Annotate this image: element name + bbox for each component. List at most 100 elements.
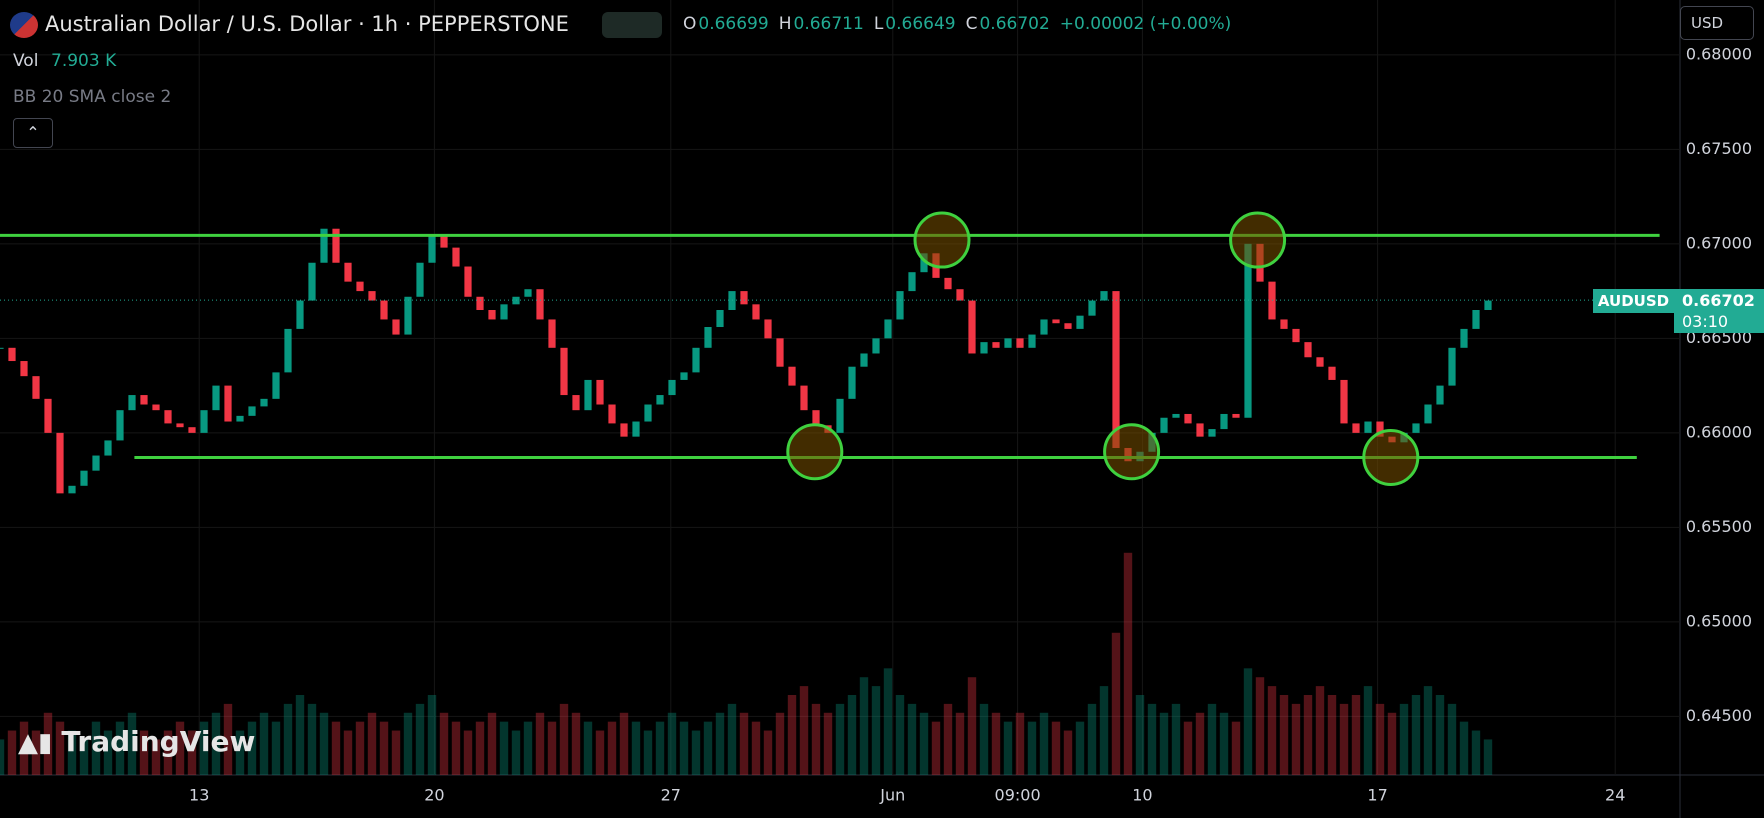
candle bbox=[680, 372, 688, 380]
candle bbox=[20, 361, 28, 377]
volume-bar bbox=[895, 695, 905, 775]
volume-bar bbox=[1327, 695, 1337, 775]
volume-bar bbox=[787, 695, 797, 775]
volume-bar bbox=[271, 721, 281, 775]
volume-bar bbox=[1147, 703, 1157, 775]
volume-bar bbox=[91, 721, 101, 775]
volume-bar bbox=[103, 730, 113, 775]
volume-bar bbox=[19, 721, 29, 775]
highlight-circle bbox=[913, 211, 971, 269]
highlight-circle bbox=[1362, 428, 1420, 486]
volume-bar bbox=[1063, 730, 1073, 775]
candle bbox=[200, 410, 208, 433]
volume-bar bbox=[1231, 721, 1241, 775]
candle bbox=[668, 379, 676, 396]
volume-bar bbox=[1267, 686, 1277, 775]
x-tick-label: 10 bbox=[1132, 786, 1152, 805]
price-tag-countdown: 03:10 bbox=[1682, 312, 1729, 331]
y-tick-label: 0.67500 bbox=[1686, 139, 1752, 158]
volume-bar bbox=[499, 721, 509, 775]
vol-label: Vol bbox=[13, 51, 39, 71]
candle bbox=[1040, 319, 1048, 335]
candle bbox=[1160, 417, 1168, 433]
candle bbox=[632, 421, 640, 437]
volume-bar bbox=[451, 721, 461, 775]
candle bbox=[464, 266, 472, 297]
candle bbox=[212, 385, 220, 411]
candle bbox=[1292, 328, 1300, 343]
volume-bar bbox=[367, 712, 377, 775]
candle bbox=[908, 272, 916, 292]
volume-bar bbox=[619, 712, 629, 775]
volume-bar bbox=[991, 712, 1001, 775]
volume-bar bbox=[1039, 712, 1049, 775]
x-tick-label: 20 bbox=[424, 786, 444, 805]
volume-bar bbox=[1123, 552, 1133, 775]
candle bbox=[260, 398, 268, 407]
candle bbox=[488, 310, 496, 320]
candle bbox=[248, 406, 256, 416]
ohlc-value: 0.66699 bbox=[698, 14, 769, 34]
volume-bar bbox=[1447, 703, 1457, 775]
symbol-title[interactable]: Australian Dollar / U.S. Dollar · 1h · P… bbox=[45, 12, 569, 36]
volume-bar bbox=[835, 703, 845, 775]
volume-bar bbox=[55, 721, 65, 775]
volume-bar bbox=[1351, 695, 1361, 775]
candle bbox=[860, 353, 868, 367]
volume-bar bbox=[31, 730, 41, 775]
volume-bar bbox=[955, 712, 965, 775]
candle bbox=[440, 234, 448, 248]
volume-bar bbox=[1027, 721, 1037, 775]
volume-bar bbox=[307, 703, 317, 775]
candle bbox=[320, 228, 328, 263]
status-badge[interactable] bbox=[602, 12, 662, 38]
candle bbox=[1484, 300, 1492, 310]
ohlc-change: +0.00002 (+0.00%) bbox=[1059, 14, 1232, 34]
candle bbox=[152, 404, 160, 411]
volume-bar bbox=[511, 730, 521, 775]
volume-bar bbox=[1207, 703, 1217, 775]
volume-bar bbox=[655, 721, 665, 775]
volume-bar bbox=[871, 686, 881, 775]
candle bbox=[644, 404, 652, 422]
volume-bar bbox=[7, 730, 17, 775]
candle bbox=[8, 347, 16, 362]
candle bbox=[56, 432, 64, 494]
price-tag-value: 0.66702 bbox=[1682, 291, 1755, 310]
candle bbox=[776, 338, 784, 367]
volume-bar bbox=[559, 703, 569, 775]
volume-bar bbox=[727, 703, 737, 775]
candle bbox=[764, 319, 772, 339]
volume-bar bbox=[223, 703, 233, 775]
collapse-button[interactable]: ⌃ bbox=[13, 118, 53, 148]
candle bbox=[1016, 338, 1024, 348]
volume-bar bbox=[259, 712, 269, 775]
volume-bar bbox=[775, 712, 785, 775]
symbol-icon bbox=[10, 12, 38, 38]
grid bbox=[0, 0, 1680, 775]
candle bbox=[848, 366, 856, 399]
candle bbox=[872, 338, 880, 354]
candle bbox=[476, 296, 484, 310]
currency-select[interactable]: USD bbox=[1680, 6, 1754, 40]
candle bbox=[596, 379, 604, 405]
volume-bar bbox=[967, 677, 977, 775]
candle bbox=[116, 410, 124, 441]
volume-bar bbox=[199, 721, 209, 775]
candle bbox=[560, 347, 568, 396]
volume-bar bbox=[211, 712, 221, 775]
y-tick-label: 0.66000 bbox=[1686, 422, 1752, 441]
volume-bar bbox=[523, 721, 533, 775]
candle bbox=[80, 470, 88, 486]
candle bbox=[692, 347, 700, 373]
volume-bar bbox=[1135, 695, 1145, 775]
volume-bar bbox=[247, 721, 257, 775]
volume-bar bbox=[1099, 686, 1109, 775]
highlight-circle bbox=[1229, 211, 1287, 269]
bb-indicator[interactable]: BB 20 SMA close 2 bbox=[13, 87, 172, 107]
volume-bar bbox=[1399, 703, 1409, 775]
candle bbox=[452, 247, 460, 267]
candle bbox=[980, 342, 988, 354]
ohlc-key: C bbox=[965, 14, 978, 34]
volume-bar bbox=[391, 730, 401, 775]
